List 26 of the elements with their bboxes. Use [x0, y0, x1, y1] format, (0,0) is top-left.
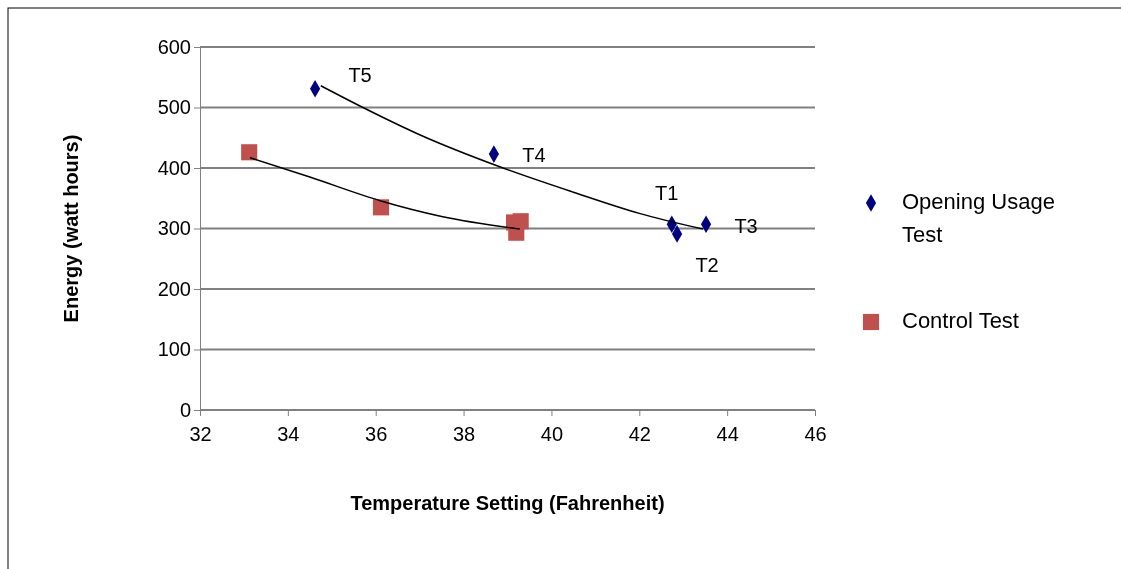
y-axis-title: Energy (watt hours)	[60, 134, 82, 323]
point	[372, 199, 390, 216]
x-tick-label: 42	[628, 423, 651, 445]
y-tick-label: 100	[157, 338, 191, 361]
x-axis-title: Temperature Setting (Fahrenheit)	[350, 492, 665, 514]
annotation: T2	[695, 254, 719, 277]
legend-label: Control Test	[902, 307, 1019, 333]
annotation: T3	[734, 214, 758, 237]
y-tick-label: 0	[179, 398, 191, 421]
y-tick-label: 500	[157, 96, 191, 119]
annotation: T1	[655, 181, 679, 204]
x-tick-label: 36	[365, 423, 388, 445]
x-tick-label: 46	[804, 423, 827, 445]
x-tick-label: 44	[716, 423, 739, 445]
annotation: T5	[348, 64, 372, 87]
y-tick-label: 600	[157, 35, 191, 58]
legend-label: Opening Usage Test	[902, 188, 1055, 247]
x-tick-label: 32	[189, 423, 212, 445]
annotation: T4	[522, 144, 546, 167]
x-tick-label: 38	[452, 423, 476, 445]
point	[241, 144, 258, 161]
x-tick-label: 40	[540, 423, 564, 445]
y-tick-label: 200	[157, 277, 191, 300]
y-tick-label: 300	[157, 217, 191, 240]
x-tick-label: 34	[277, 423, 300, 445]
y-tick-label: 400	[157, 156, 191, 179]
